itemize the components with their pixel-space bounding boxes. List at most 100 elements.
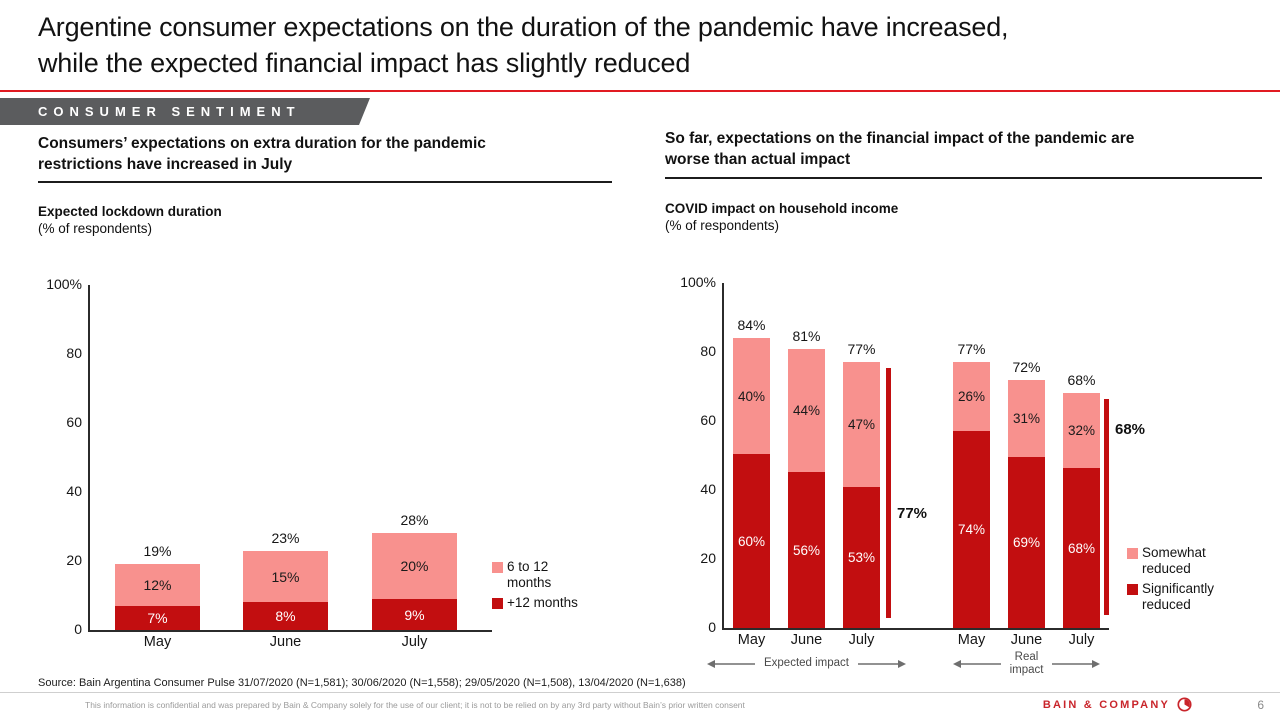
segment-value-label: 44% [792, 403, 821, 418]
x-axis-category-label: May [143, 634, 172, 650]
slide-title: Argentine consumer expectations on the d… [38, 12, 1009, 78]
significantly-segment: 53% [843, 487, 880, 628]
legend-swatch [1127, 548, 1138, 559]
left-arrow-icon [952, 660, 1001, 669]
y-axis-tick-label: 40 [66, 483, 82, 499]
segment-value-label: 7% [147, 610, 168, 626]
group-axis-annotation: Expected impact [697, 657, 917, 670]
significantly-segment: 7% [115, 606, 200, 630]
bar-total-label: 23% [271, 530, 300, 546]
group-axis-annotation: Real impact [917, 651, 1137, 677]
right-chart-subtitle: (% of respondents) [665, 218, 780, 233]
y-axis-tick-label: 40 [700, 481, 716, 497]
bar-total-label: 77% [847, 341, 876, 357]
right-chart-legend: Somewhat reduced Significantly reduced [1127, 545, 1214, 617]
right-panel-heading: So far, expectations on the financial im… [665, 130, 1135, 169]
y-axis-tick-label: 0 [74, 621, 82, 637]
covid-impact-chart: 0 20 40 60 80 100% 60% 40% 84% May 56% 44% 81% June 53… [680, 274, 1145, 676]
significantly-segment: 8% [243, 602, 328, 630]
legend-swatch [492, 562, 503, 573]
somewhat-segment: 26% [953, 362, 990, 431]
bar-total-label: 81% [792, 328, 821, 344]
stacked-bar: 8% 15% 23% [243, 530, 328, 630]
reference-line [886, 368, 891, 618]
significantly-segment: 69% [1008, 457, 1045, 628]
x-axis-category-label: July [1068, 632, 1095, 648]
x-axis-category-label: May [957, 632, 986, 648]
group-label: Expected impact [763, 657, 849, 669]
y-axis-tick-label: 80 [700, 343, 716, 359]
x-axis-category-label: July [848, 632, 875, 648]
right-heading-underline [665, 177, 1262, 179]
stacked-bar: 68% 32% 68% [1063, 372, 1100, 628]
left-panel-heading: Consumers’ expectations on extra duratio… [38, 135, 486, 174]
segment-value-label: 31% [1012, 411, 1041, 426]
y-axis-tick-label: 0 [708, 619, 716, 635]
somewhat-segment: 32% [1063, 393, 1100, 468]
significantly-segment: 60% [733, 454, 770, 628]
somewhat-segment: 31% [1008, 380, 1045, 457]
stacked-bar: 56% 44% 81% [788, 328, 825, 628]
reference-line [1104, 399, 1109, 615]
title-divider [0, 90, 1280, 92]
legend-swatch [492, 597, 503, 609]
y-axis-tick-label: 60 [700, 412, 716, 428]
legend-item: +12 months [492, 595, 578, 611]
segment-value-label: 9% [404, 606, 425, 623]
stacked-bar: 9% 20% 28% [372, 512, 457, 630]
segment-value-label: 69% [1012, 535, 1041, 550]
section-banner: CONSUMER SENTIMENT [0, 98, 370, 125]
footer-divider [0, 692, 1280, 693]
legend-label: 6 to 12 months [507, 559, 552, 591]
significantly-segment: 9% [372, 599, 457, 630]
somewhat-segment: 12% [115, 564, 200, 606]
left-arrow-icon [706, 659, 755, 668]
section-banner-label: CONSUMER SENTIMENT [38, 104, 301, 119]
reference-line-label: 77% [897, 505, 928, 522]
y-axis-tick-label: 60 [66, 414, 82, 430]
significantly-segment: 56% [788, 472, 825, 628]
bar-total-label: 84% [737, 317, 766, 333]
segment-value-label: 56% [792, 542, 821, 558]
y-axis-tick-label: 100% [46, 276, 82, 292]
legend-item: Significantly reduced [1127, 581, 1214, 614]
right-arrow-icon [858, 659, 906, 668]
x-axis-category-label: June [269, 634, 302, 650]
segment-value-label: 32% [1067, 423, 1096, 438]
legend-label: Somewhat reduced [1142, 545, 1206, 577]
significantly-segment: 68% [1063, 468, 1100, 628]
brand-wordmark: BAIN & COMPANY [1042, 698, 1170, 711]
left-chart-legend: 6 to 12 months +12 months [492, 559, 578, 614]
legend-item: Somewhat reduced [1127, 545, 1214, 578]
bar-total-label: 72% [1012, 359, 1041, 375]
page-number: 6 [1257, 698, 1264, 712]
bain-compass-logo-icon [1177, 697, 1192, 712]
segment-value-label: 60% [737, 533, 766, 549]
brand-footer: BAIN & COMPANY [1043, 697, 1192, 712]
left-heading-underline [38, 181, 612, 183]
source-note: Source: Bain Argentina Consumer Pulse 31… [38, 677, 686, 689]
left-chart-subtitle: (% of respondents) [38, 221, 153, 236]
bar-total-label: 77% [957, 341, 986, 357]
x-axis-category-label: June [1010, 632, 1043, 648]
somewhat-segment: 40% [733, 338, 770, 454]
segment-value-label: 40% [737, 388, 766, 404]
right-arrow-icon [1052, 660, 1101, 669]
x-axis-category-label: June [790, 632, 823, 648]
segment-value-label: 8% [275, 608, 296, 624]
segment-value-label: 20% [400, 558, 429, 574]
somewhat-segment: 20% [372, 533, 457, 599]
segment-value-label: 26% [957, 389, 986, 404]
significantly-segment: 74% [953, 431, 990, 628]
legend-label: +12 months [507, 594, 578, 610]
segment-value-label: 68% [1067, 540, 1096, 556]
y-axis-tick-label: 20 [700, 550, 716, 566]
legend-swatch [1127, 583, 1138, 595]
x-axis-category-label: May [737, 632, 766, 648]
y-axis-tick-label: 100% [680, 274, 716, 290]
right-chart-title: COVID impact on household income [665, 201, 899, 216]
legend-item: 6 to 12 months [492, 559, 578, 592]
bar-total-label: 19% [143, 543, 172, 559]
group-label: Real impact [1009, 651, 1044, 677]
